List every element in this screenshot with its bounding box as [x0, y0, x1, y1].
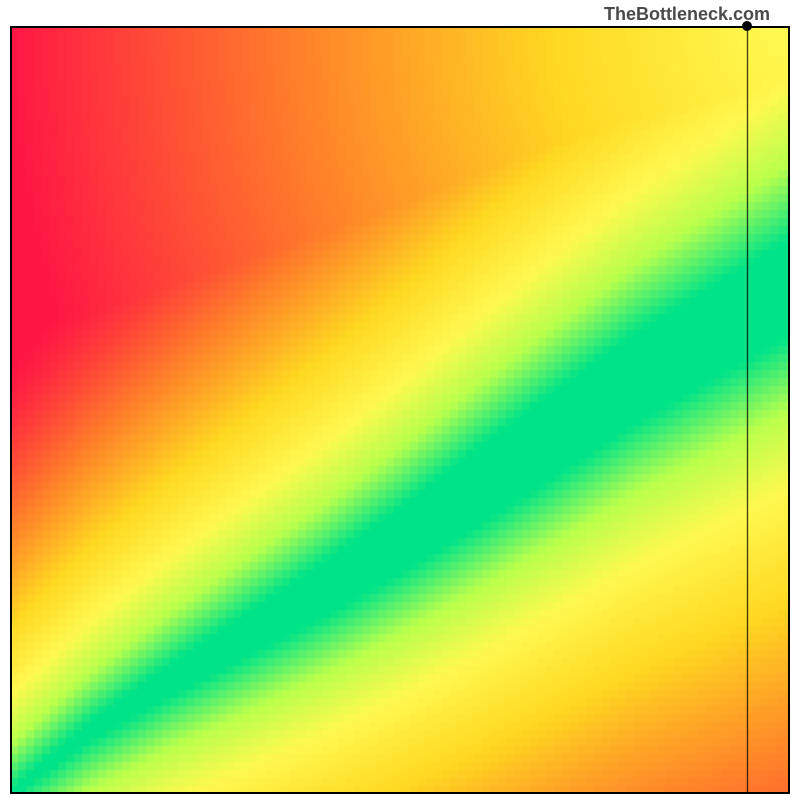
heatmap-canvas — [10, 26, 790, 794]
bottleneck-heatmap — [10, 26, 790, 794]
watermark-text: TheBottleneck.com — [604, 4, 770, 25]
